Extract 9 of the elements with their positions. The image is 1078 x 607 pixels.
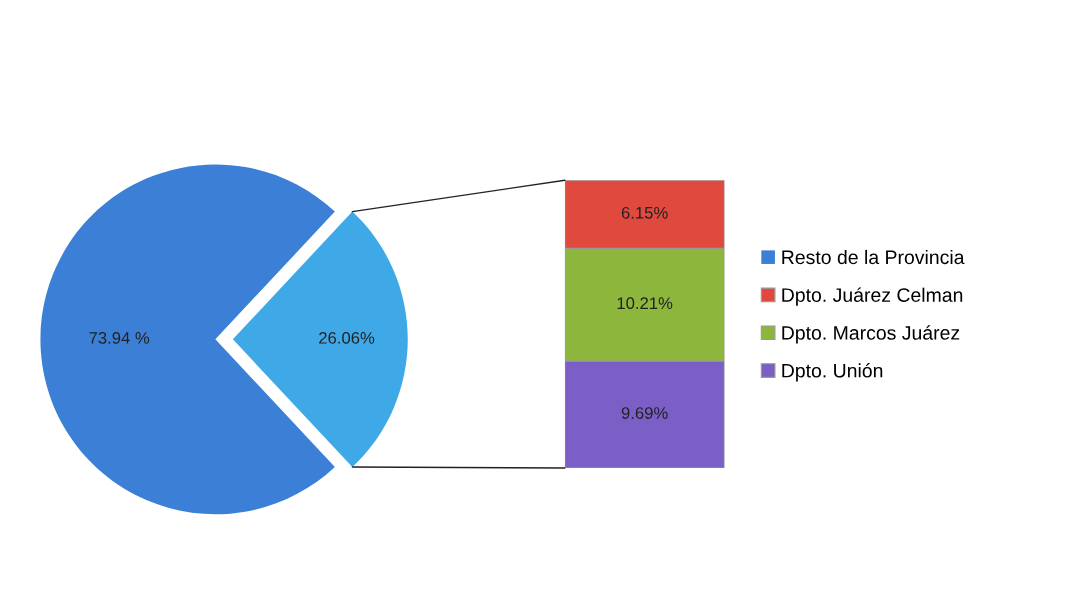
data-label: 9.69% — [621, 407, 668, 419]
data-label: 26.06% — [319, 331, 375, 344]
data-label: 73.94 % — [89, 331, 150, 344]
data-label: 6.15% — [621, 206, 668, 219]
legend-label: Dpto. Marcos Juárez — [782, 325, 960, 344]
legend-label: Dpto. Unión — [782, 363, 883, 382]
data-label: 10.21% — [617, 297, 673, 310]
legend-label: Dpto. Juárez Celman — [782, 287, 963, 306]
legend-label: Resto de la Provincia — [782, 249, 965, 265]
